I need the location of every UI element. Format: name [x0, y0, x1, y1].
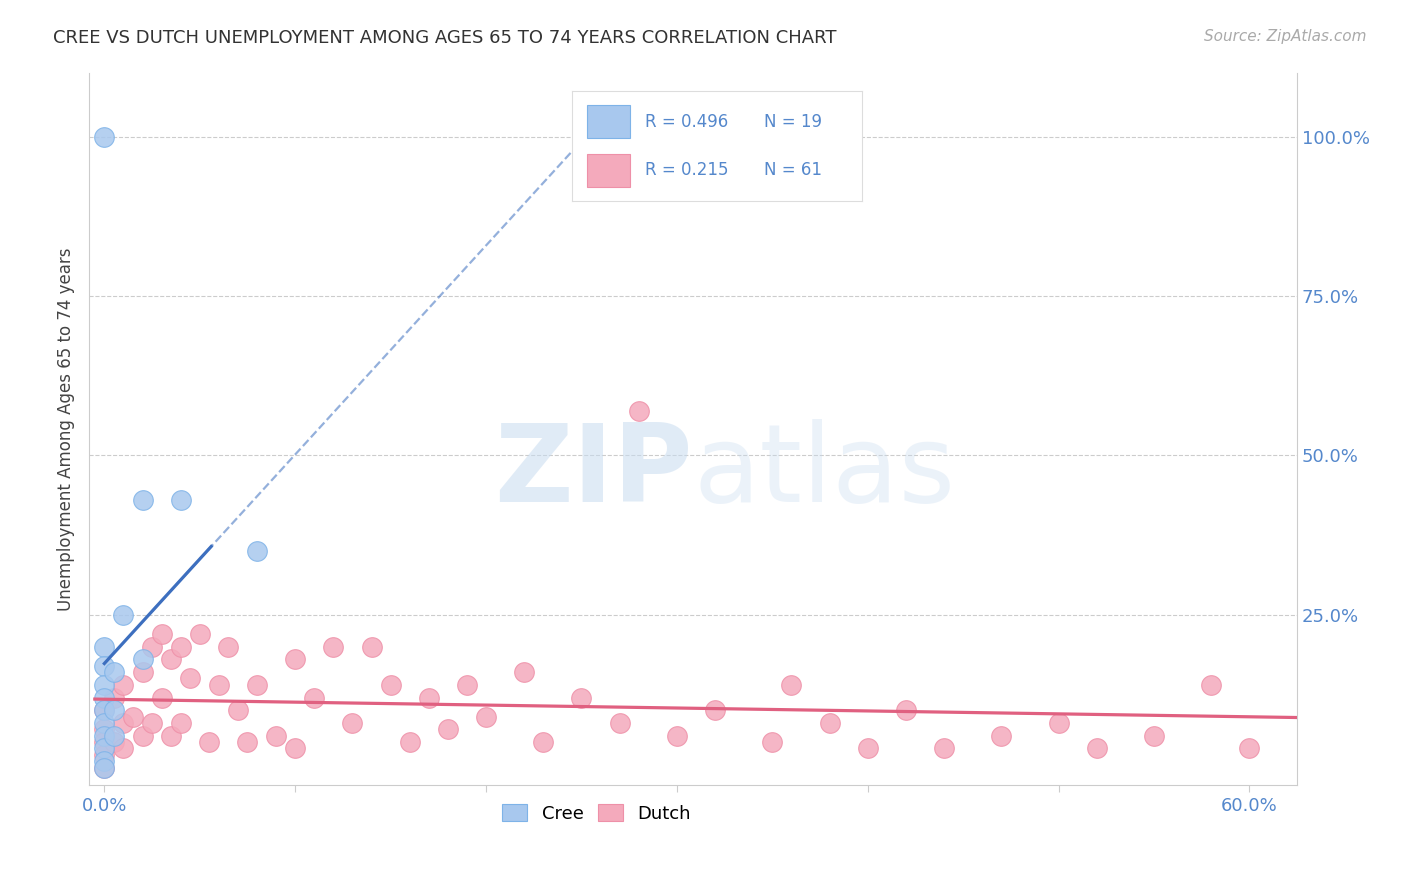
Point — [398, 735, 420, 749]
Point — [112, 678, 135, 692]
Point — [437, 723, 460, 737]
Point — [856, 741, 879, 756]
Point — [236, 735, 259, 749]
Point — [122, 709, 145, 723]
Point — [198, 735, 221, 749]
Point — [160, 729, 183, 743]
Point — [226, 703, 249, 717]
Point — [761, 735, 783, 749]
Point — [342, 716, 364, 731]
Point — [704, 703, 727, 717]
Point — [93, 741, 115, 756]
Point — [322, 640, 344, 654]
Point — [112, 741, 135, 756]
Point — [93, 658, 115, 673]
Point — [150, 690, 173, 705]
Point — [103, 729, 125, 743]
Point — [160, 652, 183, 666]
Point — [169, 492, 191, 507]
Point — [141, 716, 163, 731]
Point — [93, 761, 115, 775]
Point — [513, 665, 536, 679]
Point — [103, 665, 125, 679]
Point — [932, 741, 955, 756]
Point — [531, 735, 554, 749]
Point — [131, 652, 153, 666]
Point — [284, 741, 307, 756]
Point — [150, 627, 173, 641]
Text: atlas: atlas — [693, 419, 955, 525]
Point — [894, 703, 917, 717]
Point — [93, 761, 115, 775]
Point — [304, 690, 326, 705]
Point — [93, 640, 115, 654]
Point — [93, 690, 115, 705]
Point — [665, 729, 688, 743]
Point — [217, 640, 239, 654]
Point — [780, 678, 803, 692]
Point — [627, 403, 650, 417]
Text: Source: ZipAtlas.com: Source: ZipAtlas.com — [1204, 29, 1367, 45]
Point — [169, 716, 191, 731]
Point — [246, 544, 269, 558]
Legend: Cree, Dutch: Cree, Dutch — [495, 797, 699, 830]
Point — [246, 678, 269, 692]
Point — [1047, 716, 1070, 731]
Point — [475, 709, 498, 723]
Point — [1239, 741, 1261, 756]
Point — [1199, 678, 1222, 692]
Point — [103, 690, 125, 705]
Point — [456, 678, 478, 692]
Point — [103, 735, 125, 749]
Y-axis label: Unemployment Among Ages 65 to 74 years: Unemployment Among Ages 65 to 74 years — [58, 247, 75, 611]
Point — [93, 678, 115, 692]
Point — [188, 627, 211, 641]
Point — [93, 703, 115, 717]
Point — [93, 703, 115, 717]
Point — [93, 747, 115, 762]
Point — [131, 492, 153, 507]
Point — [179, 672, 201, 686]
Point — [818, 716, 841, 731]
Point — [93, 735, 115, 749]
Point — [93, 723, 115, 737]
Point — [93, 716, 115, 731]
Text: CREE VS DUTCH UNEMPLOYMENT AMONG AGES 65 TO 74 YEARS CORRELATION CHART: CREE VS DUTCH UNEMPLOYMENT AMONG AGES 65… — [53, 29, 837, 47]
Point — [380, 678, 402, 692]
Text: ZIP: ZIP — [495, 419, 693, 525]
Point — [93, 754, 115, 768]
Point — [93, 129, 115, 144]
Point — [264, 729, 287, 743]
Point — [1143, 729, 1166, 743]
Point — [131, 729, 153, 743]
Point — [112, 607, 135, 622]
Point — [571, 690, 593, 705]
Point — [990, 729, 1012, 743]
Point — [418, 690, 440, 705]
Point — [284, 652, 307, 666]
Point — [208, 678, 231, 692]
Point — [93, 729, 115, 743]
Point — [141, 640, 163, 654]
Point — [609, 716, 631, 731]
Point — [169, 640, 191, 654]
Point — [103, 703, 125, 717]
Point — [360, 640, 382, 654]
Point — [112, 716, 135, 731]
Point — [1085, 741, 1108, 756]
Point — [131, 665, 153, 679]
